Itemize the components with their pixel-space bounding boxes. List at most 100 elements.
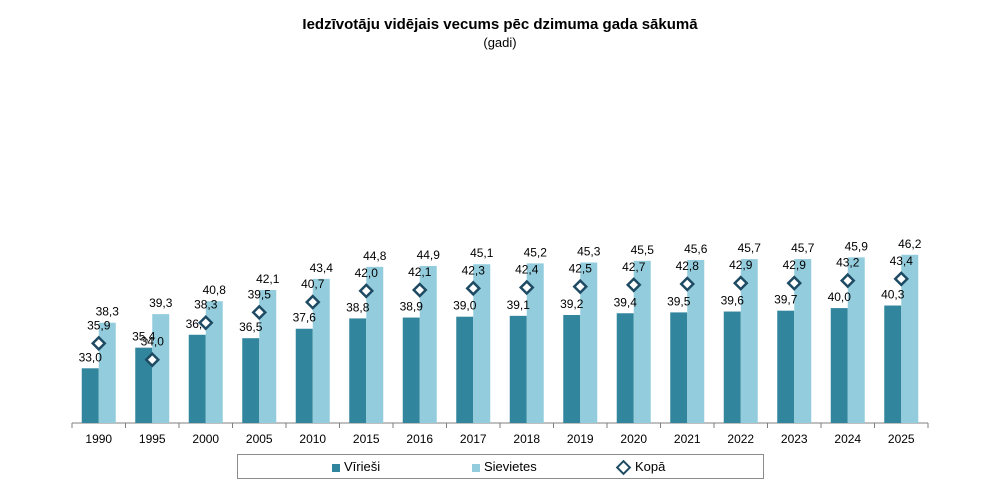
data-label-virieshi: 35,4 — [132, 330, 156, 344]
bar-sievietes-2017 — [473, 264, 491, 423]
data-label-virieshi: 36,5 — [239, 320, 263, 334]
bar-sievietes-2021 — [687, 259, 705, 423]
data-label-kopa: 43,4 — [890, 254, 914, 268]
x-tick-label: 2015 — [353, 432, 380, 446]
data-label-sievietes: 45,6 — [684, 242, 708, 256]
marker-kopa-2016 — [411, 282, 428, 298]
marker-kopa-2020 — [625, 277, 642, 293]
data-label-virieshi: 33,0 — [79, 350, 103, 364]
bar-virieshi-2010 — [295, 328, 313, 423]
data-label-sievietes: 38,3 — [96, 305, 120, 319]
marker-kopa-2005 — [251, 304, 268, 321]
bar-sievietes-2005 — [259, 290, 277, 423]
data-label-virieshi: 39,6 — [721, 294, 745, 308]
marker-kopa-2018 — [518, 279, 535, 296]
x-tick-label: 2022 — [727, 432, 754, 446]
bar-sievietes-1995 — [152, 314, 170, 423]
bar-virieshi-2021 — [670, 312, 688, 423]
data-label-virieshi: 38,8 — [346, 300, 370, 314]
data-label-kopa: 42,0 — [355, 266, 379, 280]
bar-sievietes-2000 — [205, 301, 223, 423]
data-label-kopa: 40,7 — [301, 277, 325, 291]
legend-item-virieshi: Vīrieši — [332, 459, 380, 475]
data-label-virieshi: 39,2 — [560, 297, 584, 311]
x-tick-label: 1995 — [139, 432, 166, 446]
bar-virieshi-2005 — [242, 338, 260, 423]
x-tick-label: 2019 — [567, 432, 594, 446]
data-label-virieshi: 39,7 — [774, 293, 798, 307]
chart-subtitle: (gadi) — [483, 35, 517, 50]
data-label-virieshi: 39,1 — [507, 298, 531, 312]
marker-kopa-1995 — [144, 351, 161, 368]
data-label-kopa: 43,2 — [836, 256, 860, 270]
data-label-sievietes: 45,9 — [845, 239, 869, 253]
x-tick-label: 2005 — [246, 432, 273, 446]
bar-virieshi-2022 — [723, 311, 741, 423]
data-label-sievietes: 43,4 — [310, 261, 334, 275]
bar-virieshi-2016 — [402, 317, 420, 423]
data-label-sievietes: 45,7 — [738, 241, 762, 255]
x-tick-label: 2023 — [781, 432, 808, 446]
bar-virieshi-2000 — [188, 334, 206, 423]
marker-kopa-2019 — [572, 278, 589, 295]
marker-kopa-2015 — [358, 283, 375, 299]
bar-sievietes-2018 — [526, 263, 544, 423]
data-label-sievietes: 44,8 — [363, 249, 387, 263]
bar-virieshi-2019 — [563, 314, 581, 423]
x-tick-label: 2021 — [674, 432, 701, 446]
bar-virieshi-2024 — [830, 308, 848, 423]
bar-sievietes-2022 — [740, 259, 758, 423]
marker-kopa-2024 — [839, 272, 856, 289]
legend-label-virieshi: Vīrieši — [344, 459, 381, 474]
data-label-sievietes: 46,2 — [898, 237, 922, 251]
data-label-sievietes: 45,1 — [470, 246, 494, 260]
data-label-virieshi: 39,0 — [453, 299, 477, 313]
data-label-virieshi: 40,0 — [828, 290, 852, 304]
data-label-kopa: 42,7 — [622, 260, 646, 274]
data-label-sievietes: 45,5 — [631, 243, 655, 257]
data-label-virieshi: 40,3 — [881, 288, 905, 302]
x-tick-label: 2025 — [888, 432, 915, 446]
x-tick-label: 2000 — [192, 432, 219, 446]
x-tick-label: 2024 — [834, 432, 861, 446]
data-label-kopa: 35,9 — [87, 318, 111, 332]
legend-label-sievietes: Sievietes — [484, 459, 537, 474]
data-label-sievietes: 44,9 — [417, 248, 441, 262]
legend-label-kopa: Kopā — [635, 459, 666, 474]
data-label-virieshi: 39,4 — [614, 295, 638, 309]
data-label-virieshi: 39,5 — [667, 294, 691, 308]
legend-diamond-kopa — [615, 459, 632, 476]
legend-swatch-virieshi — [332, 463, 340, 472]
data-label-kopa: 42,3 — [462, 263, 486, 277]
bar-virieshi-1990 — [81, 368, 99, 423]
x-tick-label: 2017 — [460, 432, 487, 446]
x-tick-label: 2018 — [513, 432, 540, 446]
data-label-kopa: 42,4 — [515, 262, 539, 276]
bar-sievietes-2015 — [366, 266, 384, 423]
data-label-sievietes: 45,2 — [524, 245, 548, 259]
marker-kopa-2010 — [304, 294, 321, 310]
bar-sievietes-2024 — [847, 257, 865, 423]
data-label-sievietes: 42,1 — [256, 272, 280, 286]
data-label-kopa: 42,9 — [783, 258, 807, 272]
bar-virieshi-2015 — [349, 318, 367, 423]
data-label-virieshi: 37,6 — [293, 311, 317, 325]
bar-sievietes-2019 — [580, 262, 598, 423]
bar-virieshi-2017 — [456, 316, 474, 423]
bar-sievietes-2020 — [633, 260, 651, 423]
chart-legend: Vīrieši Sievietes Kopā — [237, 454, 764, 479]
marker-kopa-2017 — [465, 280, 482, 297]
bar-sievietes-1990 — [98, 322, 116, 423]
data-label-sievietes: 45,3 — [577, 245, 601, 259]
bar-virieshi-2025 — [884, 305, 902, 423]
bar-sievietes-2016 — [419, 265, 437, 423]
bar-sievietes-2010 — [312, 278, 330, 423]
marker-kopa-1990 — [90, 335, 107, 352]
legend-swatch-sievietes — [472, 463, 480, 472]
data-label-sievietes: 45,7 — [791, 241, 815, 255]
marker-kopa-2022 — [732, 275, 749, 291]
bar-virieshi-2023 — [777, 310, 795, 423]
marker-kopa-2025 — [893, 271, 910, 287]
marker-kopa-2021 — [679, 276, 696, 292]
